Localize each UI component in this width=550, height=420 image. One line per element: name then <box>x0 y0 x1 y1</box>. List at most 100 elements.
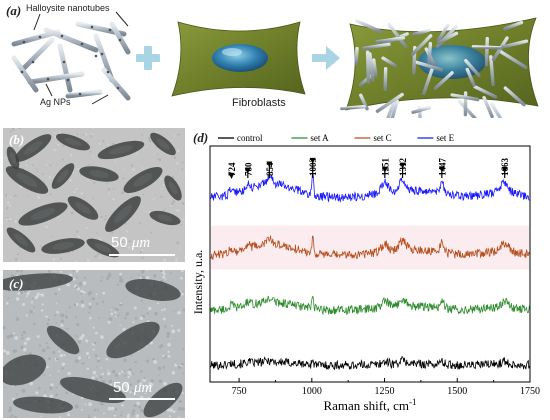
scale-bar-c <box>109 398 175 400</box>
texture-speck <box>54 314 57 317</box>
texture-speck <box>123 358 127 363</box>
cell-nucleus-shape <box>9 152 17 164</box>
texture-speck <box>127 246 131 250</box>
texture-speck <box>26 295 28 298</box>
texture-speck <box>156 302 160 305</box>
texture-speck <box>119 324 121 327</box>
texture-speck <box>9 130 12 133</box>
texture-speck <box>12 397 15 401</box>
texture-speck <box>73 191 76 194</box>
texture-speck <box>120 414 122 417</box>
texture-speck <box>163 381 167 386</box>
coating-nanotube <box>412 28 431 37</box>
texture-speck <box>52 176 54 179</box>
texture-speck <box>133 306 137 310</box>
texture-speck <box>49 374 52 377</box>
texture-speck <box>178 399 182 403</box>
texture-speck <box>54 292 58 296</box>
texture-speck <box>164 207 166 209</box>
plot-frame <box>209 145 531 383</box>
texture-speck <box>175 162 179 165</box>
texture-speck <box>66 282 70 287</box>
texture-speck <box>171 371 176 375</box>
texture-speck <box>108 379 113 384</box>
dark-cell-region <box>13 396 73 414</box>
texture-speck <box>46 322 49 326</box>
texture-speck <box>177 311 181 315</box>
texture-speck <box>107 369 109 371</box>
texture-speck <box>25 352 27 355</box>
texture-speck <box>162 184 165 187</box>
texture-speck <box>55 302 58 304</box>
x-tick-label: 1750 <box>520 386 540 397</box>
texture-speck <box>86 367 90 371</box>
texture-speck <box>58 350 61 353</box>
texture-speck <box>7 297 10 300</box>
texture-speck <box>61 158 64 161</box>
texture-speck <box>114 311 117 314</box>
texture-speck <box>60 319 64 323</box>
texture-speck <box>76 133 78 136</box>
nanotube-leader-arrow <box>33 13 41 31</box>
texture-speck <box>84 403 87 406</box>
coating-nanotube <box>427 41 433 65</box>
texture-speck <box>55 386 58 389</box>
texture-speck <box>161 188 163 190</box>
texture-speck <box>96 366 98 368</box>
texture-speck <box>161 309 164 312</box>
cell-micrograph-b <box>4 128 185 262</box>
texture-speck <box>58 216 60 218</box>
texture-speck <box>164 325 167 328</box>
texture-speck <box>40 415 42 418</box>
coating-nanotube <box>362 42 391 51</box>
texture-speck <box>110 309 113 311</box>
texture-speck <box>99 256 102 259</box>
texture-speck <box>167 343 171 347</box>
texture-speck <box>113 414 116 417</box>
coating-nanotube <box>484 36 489 67</box>
texture-speck <box>59 353 64 358</box>
coating-nanotube <box>387 22 408 48</box>
texture-speck <box>170 204 173 207</box>
texture-speck <box>177 365 182 369</box>
texture-speck <box>14 336 18 340</box>
texture-speck <box>95 408 97 410</box>
dark-cell-region <box>46 325 80 355</box>
texture-speck <box>132 168 135 171</box>
texture-speck <box>47 318 51 321</box>
texture-speck <box>15 270 20 272</box>
texture-speck <box>152 357 155 361</box>
texture-speck <box>88 402 92 407</box>
texture-speck <box>56 357 59 361</box>
micrograph-b: (b) 50 μm <box>3 128 185 262</box>
texture-speck <box>111 406 115 411</box>
texture-speck <box>50 383 54 387</box>
texture-speck <box>49 394 54 398</box>
texture-speck <box>177 406 182 411</box>
texture-speck <box>47 270 52 273</box>
peak-arrowhead <box>244 167 251 174</box>
texture-speck <box>41 173 44 176</box>
texture-speck <box>57 370 60 372</box>
texture-speck <box>35 391 39 395</box>
texture-speck <box>65 391 69 395</box>
texture-speck <box>162 275 166 279</box>
texture-speck <box>100 279 103 282</box>
texture-speck <box>80 300 84 304</box>
texture-speck <box>108 317 113 321</box>
panel-label-a: (a) <box>6 3 22 18</box>
dark-cell-region <box>3 273 73 291</box>
texture-speck <box>87 292 91 296</box>
texture-speck <box>15 297 20 301</box>
texture-speck <box>101 300 105 304</box>
texture-speck <box>158 374 160 377</box>
peak-label: 1663 <box>500 158 510 177</box>
texture-speck <box>112 197 115 201</box>
coating-nanotube <box>498 49 528 70</box>
texture-speck <box>182 161 184 164</box>
texture-speck <box>100 367 102 369</box>
texture-speck <box>139 316 144 320</box>
texture-speck <box>105 276 110 281</box>
coating-nanotube <box>464 58 481 77</box>
schematic-drawing <box>11 11 539 118</box>
